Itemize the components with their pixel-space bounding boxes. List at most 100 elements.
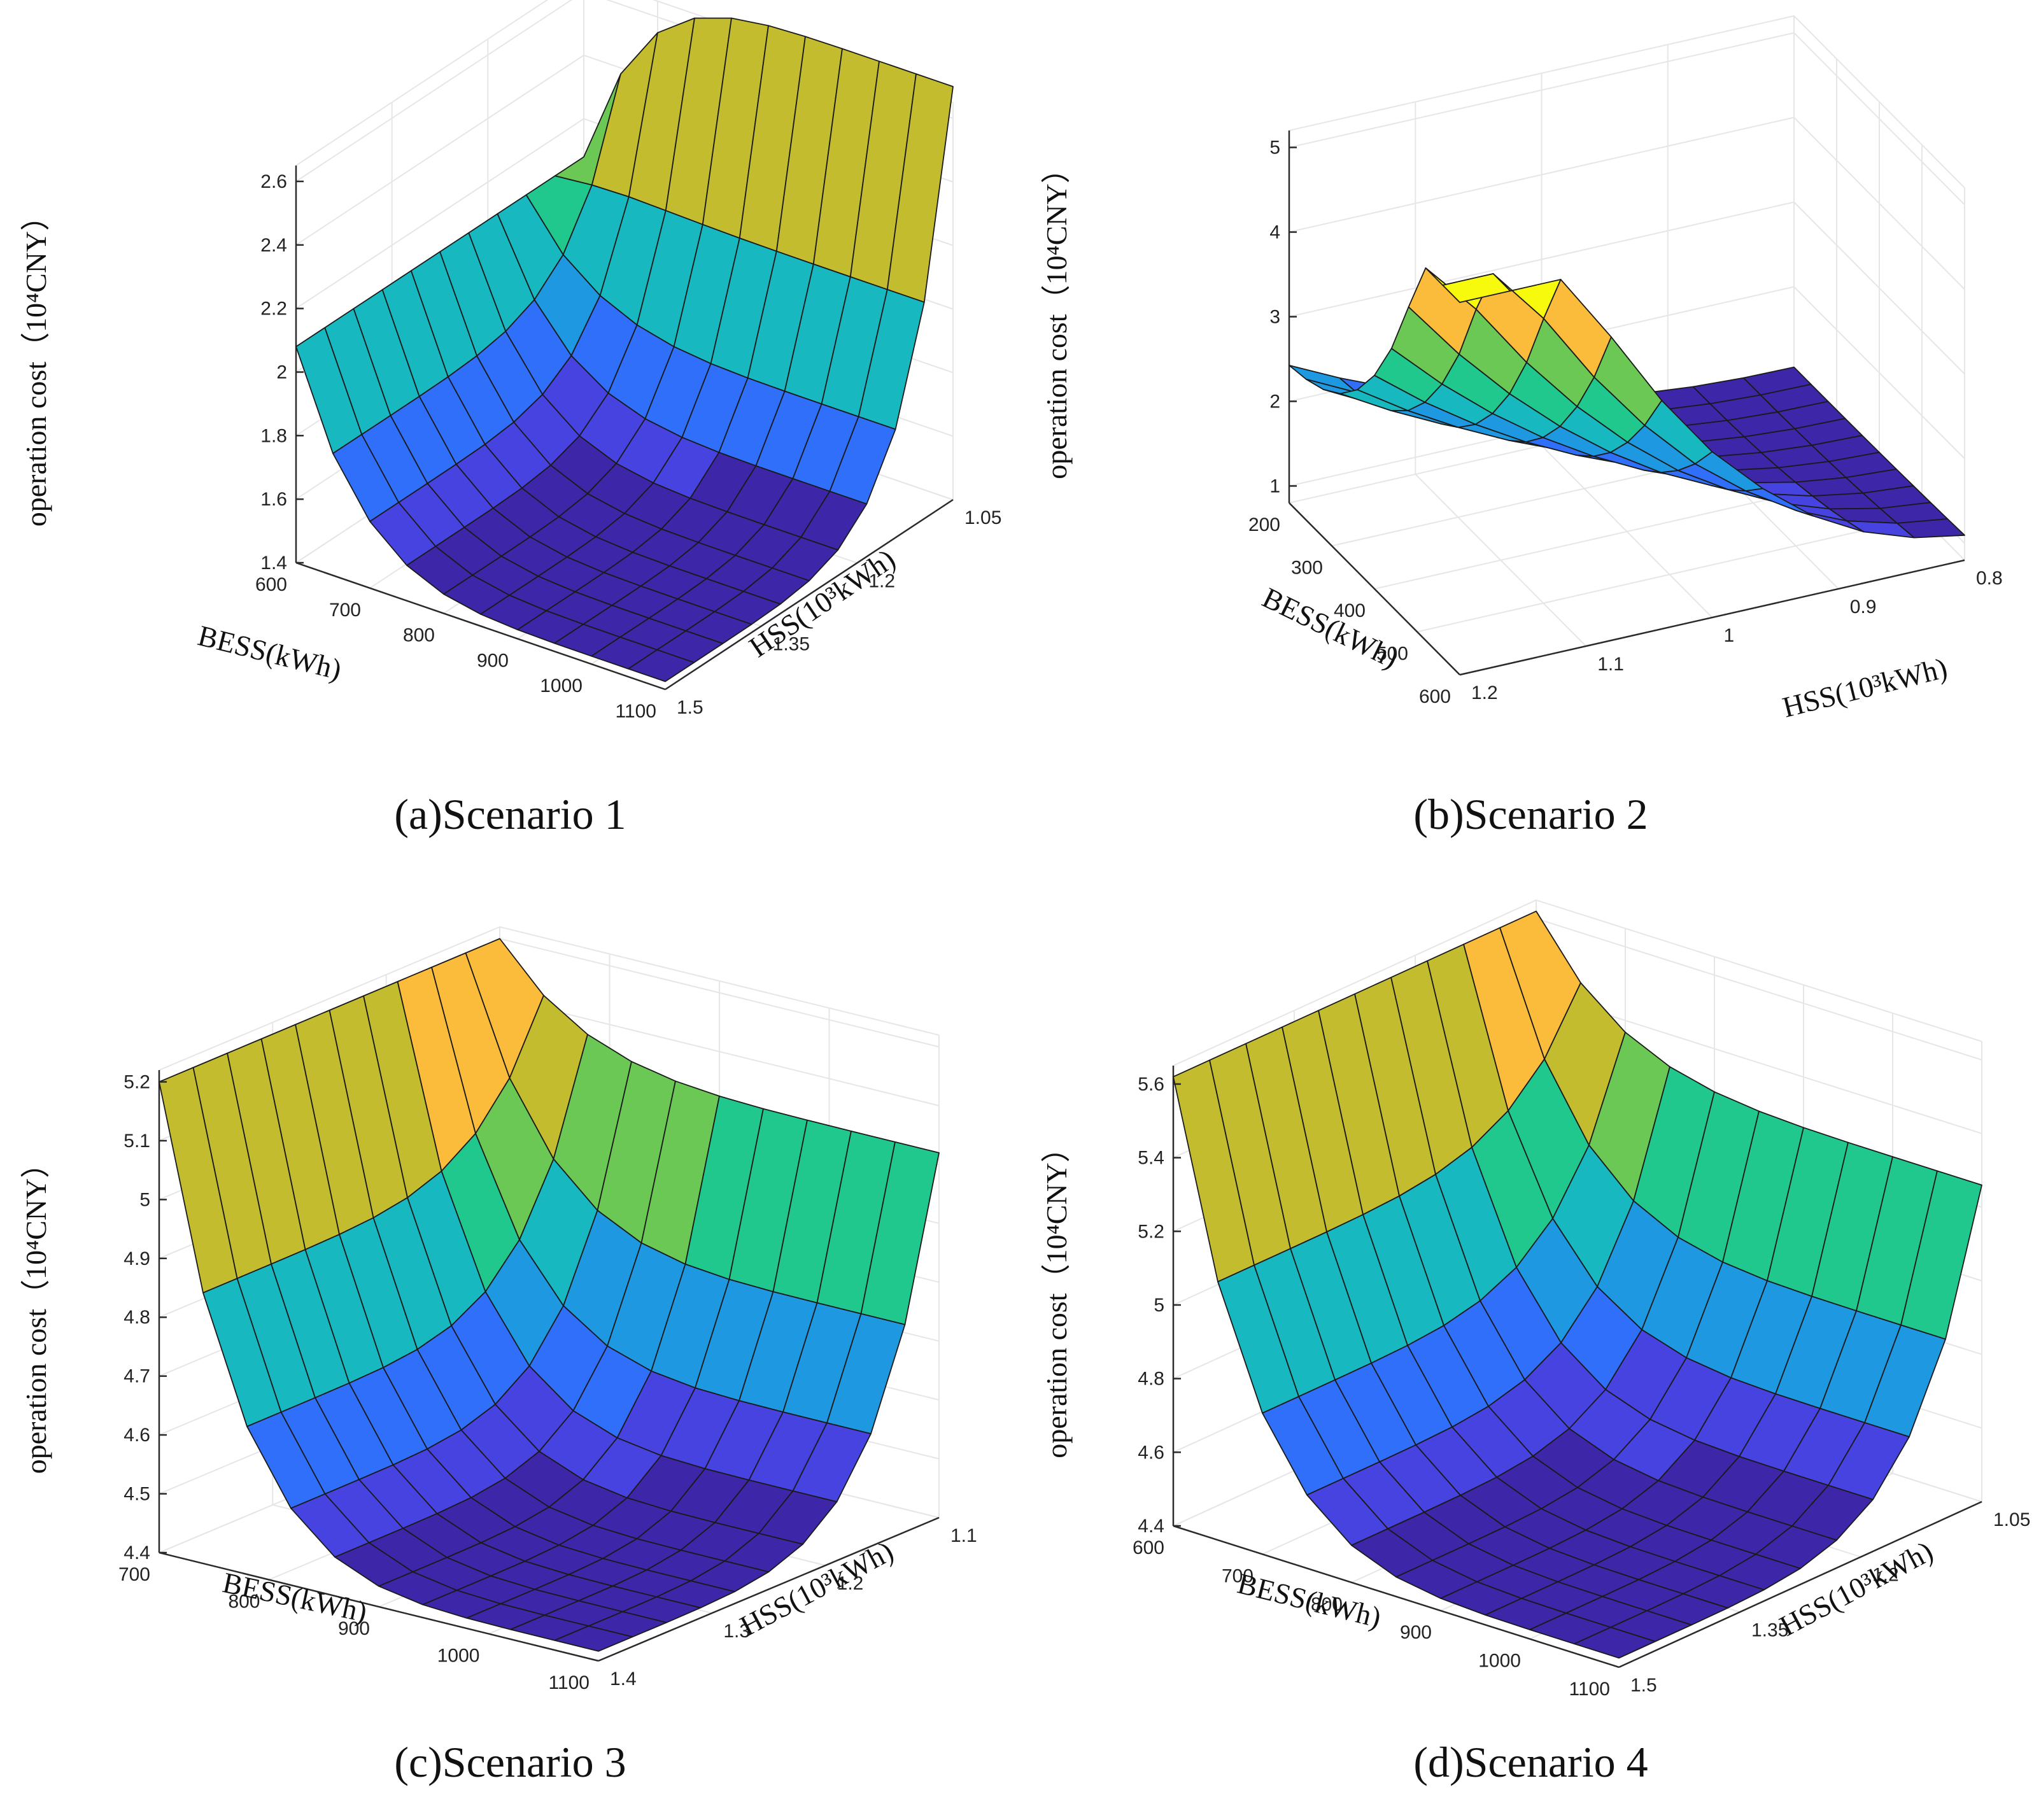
z-tick-label: 4.6 xyxy=(1138,1442,1164,1463)
tick-labels: 4.4 4.5 4.6 4.7 4.8 4.9 5 5.1 5.2 700 800 900 1000 11… xyxy=(118,1071,977,1693)
wall-top-edge xyxy=(159,926,940,1071)
z-tick-label: 4.9 xyxy=(124,1248,150,1269)
y-tick-label: 1.1 xyxy=(1597,654,1624,675)
surface-patch xyxy=(1574,1626,1656,1659)
z-tick-label: 5.2 xyxy=(124,1071,150,1092)
x-tick-label: 800 xyxy=(1311,1594,1343,1615)
y-axis-line xyxy=(1618,1500,1982,1668)
grid-lines xyxy=(1289,15,1965,675)
z-axis-title: operation cost（10⁴CNY） xyxy=(20,202,52,526)
z-tick-label: 2.2 xyxy=(260,299,287,320)
panel-d: 4.4 4.6 4.8 5 5.2 5.4 5.6 600 700 800 900 1000 1100 1… xyxy=(1021,899,2041,1820)
wall-top-edge xyxy=(1173,899,1982,1066)
surface xyxy=(1289,267,1965,539)
x-axis-line xyxy=(159,1551,599,1662)
y-tick-label: 1 xyxy=(1724,625,1735,646)
x-tick-label: 1100 xyxy=(548,1672,590,1693)
wall-top-edge xyxy=(1289,15,1965,188)
z-tick-label: 4.7 xyxy=(124,1366,150,1387)
z-axis-title: operation cost（10⁴CNY） xyxy=(1040,1133,1073,1458)
y-tick-label: 0.9 xyxy=(1850,596,1877,617)
surface-patch xyxy=(628,649,695,682)
surface-plot-c: 4.4 4.5 4.6 4.7 4.8 4.9 5 5.1 5.2 700 800 900 1000 11… xyxy=(20,926,977,1693)
x-axis-line xyxy=(1289,502,1460,675)
surface-plot-a: 1.4 1.6 1.8 2 2.2 2.4 2.6 600 700 800 900 1000 1100 1… xyxy=(20,0,1001,722)
x-tick-label: 900 xyxy=(477,650,509,671)
z-tick-label: 5 xyxy=(139,1189,150,1210)
y-tick-label: 1.05 xyxy=(1993,1509,2030,1530)
x-tick-label: 1000 xyxy=(437,1646,480,1667)
caption-b: (b)Scenario 2 xyxy=(1413,790,1648,838)
z-tick-label: 2 xyxy=(1269,391,1280,412)
x-tick-label: 600 xyxy=(1419,686,1451,707)
panel-c: 4.4 4.5 4.6 4.7 4.8 4.9 5 5.1 5.2 700 800 900 1000 11… xyxy=(0,910,1021,1820)
y-tick-label: 1.1 xyxy=(950,1525,977,1546)
z-tick-label: 5.6 xyxy=(1138,1074,1164,1095)
x-tick-label: 900 xyxy=(1400,1622,1432,1643)
y-tick-label: 1.2 xyxy=(1872,1565,1899,1586)
x-tick-label: 700 xyxy=(1222,1565,1254,1586)
x-tick-label: 300 xyxy=(1291,558,1323,579)
y-tick-label: 1.35 xyxy=(1751,1619,1788,1640)
tick-labels: 1.4 1.6 1.8 2 2.2 2.4 2.6 600 700 800 900 1000 1100 1… xyxy=(255,171,1001,722)
caption-d: (d)Scenario 4 xyxy=(1413,1738,1648,1786)
y-grid-line xyxy=(1415,102,1587,647)
y-tick-label: 1.5 xyxy=(677,697,703,718)
x-tick-label: 700 xyxy=(329,600,361,621)
surface-plot-d: 4.4 4.6 4.8 5 5.2 5.4 5.6 600 700 800 900 1000 1100 1… xyxy=(1040,899,2030,1700)
z-tick-label: 1.6 xyxy=(260,489,287,510)
z-tick-label: 5.1 xyxy=(124,1131,150,1152)
x-tick-label: 600 xyxy=(255,574,287,595)
z-tick-label: 4.8 xyxy=(124,1307,150,1328)
z-tick-label: 4.6 xyxy=(124,1425,150,1446)
tick-labels: 4.4 4.6 4.8 5 5.2 5.4 5.6 600 700 800 900 1000 1100 1… xyxy=(1133,1074,2030,1700)
y-tick-label: 1.3 xyxy=(723,1621,750,1642)
z-tick-label: 5.4 xyxy=(1138,1148,1164,1169)
z-grid-line xyxy=(1289,201,1965,375)
panel-b: 1 2 3 4 5 200 300 400 500 600 1.2 1.1 1 0.9 0.8 operati… xyxy=(1021,0,2041,910)
y-axis-line xyxy=(1459,559,1965,676)
z-tick-label: 2.6 xyxy=(260,171,287,192)
surface xyxy=(1173,910,1982,1659)
x-tick-label: 500 xyxy=(1376,644,1408,665)
x-tick-label: 1100 xyxy=(615,701,656,722)
axes xyxy=(295,166,954,691)
z-tick-label: 4.5 xyxy=(124,1484,150,1505)
axes xyxy=(158,1070,940,1662)
z-grid-line xyxy=(1289,116,1965,290)
z-tick-label: 1 xyxy=(1269,476,1280,497)
x-tick-label: 1000 xyxy=(540,675,583,696)
surface xyxy=(159,938,940,1652)
y-tick-label: 1.05 xyxy=(964,507,1001,528)
x-tick-label: 900 xyxy=(338,1618,370,1639)
y-tick-label: 1.4 xyxy=(610,1668,637,1689)
z-tick-label: 5 xyxy=(1269,138,1280,159)
surface-patch xyxy=(1442,273,1511,303)
x-tick-label: 600 xyxy=(1133,1537,1164,1558)
z-tick-label: 4.8 xyxy=(1138,1369,1164,1390)
x-tick-label: 1100 xyxy=(1569,1679,1610,1700)
y-axis-line xyxy=(665,498,954,691)
x-axis-title: BESS(kWh) xyxy=(1234,1567,1385,1633)
x-tick-label: 200 xyxy=(1248,514,1280,535)
z-tick-label: 4 xyxy=(1269,222,1280,243)
surface-plot-b: 1 2 3 4 5 200 300 400 500 600 1.2 1.1 1 0.9 0.8 operati… xyxy=(1040,15,2003,724)
z-tick-label: 1.4 xyxy=(260,553,287,574)
y-tick-label: 1.2 xyxy=(868,570,895,591)
caption-c: (c)Scenario 3 xyxy=(394,1738,626,1786)
x-axis-title: BESS(kWh) xyxy=(220,1566,370,1628)
z-axis-title: operation cost（10⁴CNY） xyxy=(20,1149,52,1474)
y-tick-label: 1.5 xyxy=(1630,1675,1657,1696)
axes xyxy=(1172,1066,1982,1668)
z-tick-label: 1.8 xyxy=(260,425,287,446)
z-tick-label: 5 xyxy=(1154,1295,1164,1316)
x-tick-label: 800 xyxy=(403,625,435,646)
z-tick-label: 3 xyxy=(1269,307,1280,328)
x-axis-line xyxy=(295,561,666,691)
surface-patch xyxy=(554,1625,633,1652)
y-tick-label: 0.8 xyxy=(1976,568,2003,589)
y-tick-label: 1.35 xyxy=(773,634,810,655)
z-tick-label: 2.4 xyxy=(260,235,287,256)
z-grid-line xyxy=(1289,32,1965,206)
